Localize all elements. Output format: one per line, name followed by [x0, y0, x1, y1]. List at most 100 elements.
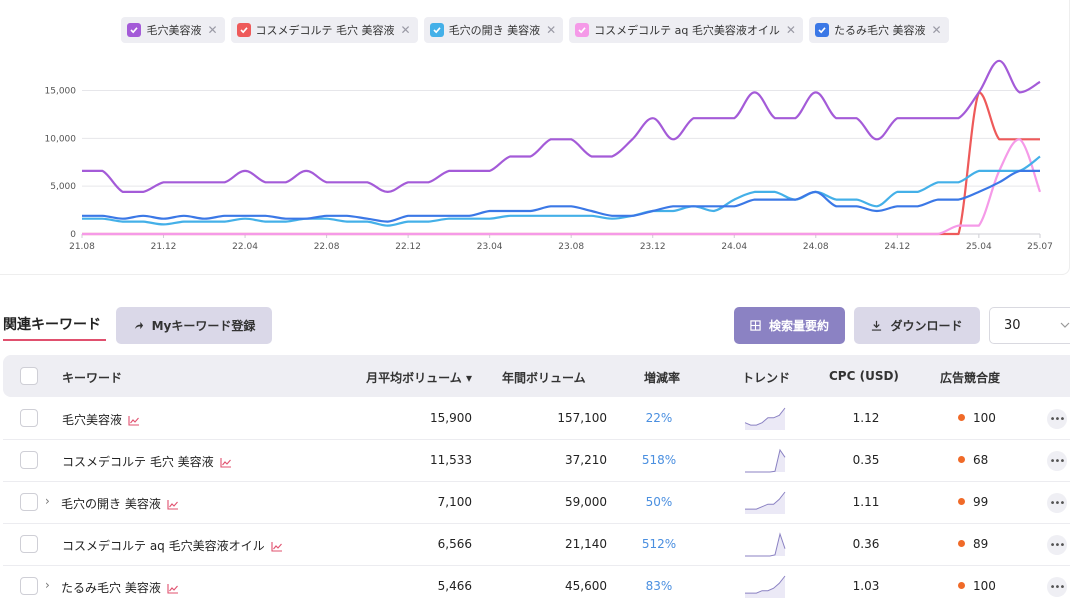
download-label: ダウンロード: [890, 319, 963, 333]
header-yearly-volume[interactable]: 年間ボリューム: [502, 371, 586, 385]
series-line: [82, 169, 1040, 223]
header-monthly-volume[interactable]: 月平均ボリューム ▾: [366, 371, 472, 385]
close-icon[interactable]: ✕: [931, 23, 942, 37]
growth-rate-cell: 512%: [641, 537, 677, 551]
download-button[interactable]: ダウンロード: [854, 307, 980, 344]
series-line: [81, 59, 1041, 193]
header-competition[interactable]: 広告競合度: [940, 371, 1001, 385]
table-row[interactable]: › 毛穴の開き 美容液 7,100 59,000 50% 1.11 99 •••: [3, 482, 1070, 524]
cpc-cell: 1.11: [852, 495, 880, 509]
close-icon[interactable]: ✕: [546, 23, 557, 37]
x-tick-label: 23.12: [640, 242, 666, 252]
close-icon[interactable]: ✕: [207, 23, 218, 37]
cpc-cell: 0.35: [852, 453, 880, 467]
more-options-icon[interactable]: •••: [1047, 535, 1067, 555]
trend-chart-icon[interactable]: [271, 541, 283, 552]
monthly-volume-cell: 11,533: [430, 453, 472, 467]
trend-sparkline: [745, 532, 786, 557]
x-tick-label: 24.04: [721, 242, 747, 252]
close-icon[interactable]: ✕: [785, 23, 796, 37]
volume-summary-button[interactable]: 検索量要約: [734, 307, 845, 344]
header-cpc[interactable]: CPC (USD): [829, 369, 899, 383]
table-grid-icon: [750, 320, 761, 331]
row-checkbox[interactable]: [20, 493, 38, 511]
growth-rate-cell: 50%: [645, 495, 673, 509]
more-options-icon[interactable]: •••: [1047, 409, 1067, 429]
keyword-text[interactable]: コスメデコルテ 毛穴 美容液: [62, 455, 214, 469]
growth-rate-cell: 83%: [645, 579, 673, 593]
x-tick-label: 22.12: [395, 242, 421, 252]
checkbox-checked-icon[interactable]: [127, 23, 142, 37]
keyword-cell[interactable]: たるみ毛穴 美容液: [61, 579, 179, 596]
more-options-icon[interactable]: •••: [1047, 577, 1067, 597]
sparkline-area: [745, 408, 785, 430]
yearly-volume-cell: 59,000: [565, 495, 607, 509]
table-row[interactable]: コスメデコルテ aq 毛穴美容液オイル 6,566 21,140 512% 0.36 89…: [3, 524, 1070, 566]
row-checkbox[interactable]: [20, 577, 38, 595]
y-tick-label: 0: [70, 230, 76, 240]
checkbox-checked-icon[interactable]: [814, 23, 829, 37]
chevron-right-icon[interactable]: ›: [45, 494, 50, 508]
select-all-checkbox[interactable]: [20, 367, 38, 385]
competition-dot-icon: [958, 414, 965, 421]
competition-value: 68: [973, 453, 989, 467]
register-my-keyword-button[interactable]: Myキーワード登録: [116, 307, 272, 344]
close-icon[interactable]: ✕: [400, 23, 411, 37]
competition-cell: 99: [958, 495, 988, 509]
yearly-volume-cell: 157,100: [557, 411, 607, 425]
chevron-right-icon[interactable]: ›: [45, 578, 50, 592]
trend-line-chart: 0 5,000 10,000 15,000 21.08 21.12 22.04 22.08 22…: [45, 59, 1053, 252]
keyword-text[interactable]: コスメデコルテ aq 毛穴美容液オイル: [62, 539, 265, 553]
x-tick-label: 22.08: [314, 242, 340, 252]
legend-chip[interactable]: コスメデコルテ aq 毛穴美容液オイル ✕: [569, 17, 803, 43]
trend-chart-icon[interactable]: [220, 457, 232, 468]
x-tick-label: 25.07: [1027, 242, 1053, 252]
checkbox-checked-icon[interactable]: [575, 23, 590, 37]
keyword-cell[interactable]: コスメデコルテ aq 毛穴美容液オイル: [62, 537, 283, 554]
table-row[interactable]: コスメデコルテ 毛穴 美容液 11,533 37,210 518% 0.35 68 •••: [3, 440, 1070, 482]
checkbox-checked-icon[interactable]: [236, 23, 251, 37]
keyword-text[interactable]: 毛穴の開き 美容液: [61, 497, 161, 511]
sparkline-line: [744, 407, 786, 426]
legend-chip[interactable]: コスメデコルテ 毛穴 美容液 ✕: [230, 17, 418, 43]
monthly-volume-cell: 5,466: [437, 579, 472, 593]
row-checkbox[interactable]: [20, 409, 38, 427]
keyword-text[interactable]: たるみ毛穴 美容液: [61, 581, 161, 595]
table-row[interactable]: › たるみ毛穴 美容液 5,466 45,600 83% 1.03 100 •••: [3, 566, 1070, 600]
competition-dot-icon: [958, 456, 965, 463]
table-row[interactable]: 毛穴美容液 15,900 157,100 22% 1.12 100 •••: [3, 398, 1070, 440]
trend-chart-icon[interactable]: [128, 415, 140, 426]
page-size-select[interactable]: 30: [989, 307, 1070, 344]
header-trend[interactable]: トレンド: [742, 371, 791, 385]
sparkline-area: [745, 492, 785, 514]
trend-chart-icon[interactable]: [167, 499, 179, 510]
header-keyword[interactable]: キーワード: [62, 371, 123, 385]
legend-chip[interactable]: 毛穴美容液 ✕: [121, 17, 225, 43]
keyword-toolbar: 関連キーワード Myキーワード登録 検索量要約 ダウンロード 30: [0, 306, 1070, 346]
y-tick-label: 10,000: [45, 134, 77, 144]
competition-cell: 100: [958, 411, 996, 425]
competition-dot-icon: [958, 582, 965, 589]
trend-sparkline: [745, 448, 786, 473]
competition-dot-icon: [958, 498, 965, 505]
trend-chart-icon[interactable]: [167, 583, 179, 594]
keyword-cell[interactable]: コスメデコルテ 毛穴 美容液: [62, 453, 232, 470]
keyword-cell[interactable]: 毛穴の開き 美容液: [61, 495, 179, 512]
row-checkbox[interactable]: [20, 451, 38, 469]
header-growth-rate[interactable]: 増減率: [644, 371, 681, 385]
legend-chip[interactable]: 毛穴の開き 美容液 ✕: [423, 17, 564, 43]
checkbox-checked-icon[interactable]: [429, 23, 444, 37]
trend-sparkline: [745, 491, 786, 514]
more-options-icon[interactable]: •••: [1047, 451, 1067, 471]
tab-related-keywords[interactable]: 関連キーワード: [3, 317, 101, 333]
monthly-volume-cell: 15,900: [430, 411, 472, 425]
keyword-text[interactable]: 毛穴美容液: [62, 413, 123, 427]
row-checkbox[interactable]: [20, 535, 38, 553]
cpc-cell: 1.03: [852, 579, 880, 593]
keyword-cell[interactable]: 毛穴美容液: [62, 411, 140, 428]
y-tick-label: 5,000: [50, 182, 76, 192]
legend-chip[interactable]: たるみ毛穴 美容液 ✕: [808, 17, 949, 43]
yearly-volume-cell: 37,210: [565, 453, 607, 467]
sparkline-area: [745, 576, 785, 598]
more-options-icon[interactable]: •••: [1047, 493, 1067, 513]
